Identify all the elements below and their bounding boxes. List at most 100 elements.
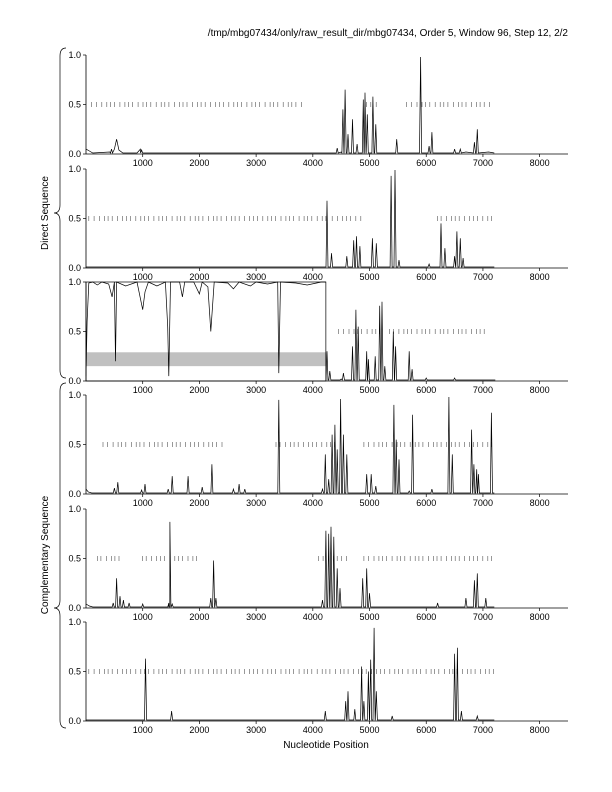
marker-ticks — [97, 556, 120, 561]
x-tick-label: 1000 — [133, 158, 153, 168]
series-line — [85, 56, 495, 155]
x-tick-label: 8000 — [530, 498, 550, 508]
x-tick-label: 3000 — [246, 498, 266, 508]
run-info-header: /tmp/mbg07434/only/raw_result_dir/mbg074… — [208, 28, 569, 39]
x-tick-label: 6000 — [416, 498, 436, 508]
x-tick-label: 7000 — [473, 725, 493, 735]
panel-6: 0.0 0.5 1.0 1000 2000 3000 4000 5000 6000 7000 800… — [68, 617, 568, 735]
x-tick-label: 1000 — [133, 612, 153, 622]
direct-group-brace — [53, 47, 67, 379]
x-tick-label: 2000 — [189, 612, 209, 622]
marker-ticks — [88, 216, 327, 221]
y-tick-label: 1.0 — [68, 390, 81, 400]
panels-group: 0.0 0.5 1.0 1000 2000 3000 4000 5000 6000 7000 800… — [68, 50, 568, 735]
frame-region — [85, 281, 327, 382]
y-tick-label: 0.0 — [68, 149, 81, 159]
marker-ticks — [142, 556, 197, 561]
x-tick-label: 8000 — [530, 612, 550, 622]
marker-ticks — [437, 216, 492, 221]
y-tick-label: 1.0 — [68, 277, 81, 287]
series-line-top — [85, 281, 326, 377]
x-tick-label: 3000 — [246, 385, 266, 395]
x-tick-label: 6000 — [416, 272, 436, 282]
x-tick-label: 5000 — [360, 725, 380, 735]
x-tick-label: 6000 — [416, 158, 436, 168]
panel-4: 0.0 0.5 1.0 1000 2000 3000 4000 5000 6000 7000 800… — [68, 390, 568, 508]
y-tick-label: 0.5 — [68, 440, 81, 450]
series-line — [325, 301, 496, 381]
y-tick-label: 0.0 — [68, 603, 81, 613]
x-tick-label: 1000 — [133, 498, 153, 508]
x-tick-label: 7000 — [473, 498, 493, 508]
panel-5: 0.0 0.5 1.0 1000 2000 3000 4000 5000 6000 7000 800… — [68, 504, 568, 622]
x-tick-label: 4000 — [303, 385, 323, 395]
x-tick-label: 3000 — [246, 272, 266, 282]
y-tick-label: 0.0 — [68, 716, 81, 726]
marker-ticks — [91, 102, 302, 107]
x-tick-label: 6000 — [416, 385, 436, 395]
y-tick-label: 0.5 — [68, 327, 81, 337]
x-tick-label: 8000 — [530, 158, 550, 168]
x-tick-label: 2000 — [189, 498, 209, 508]
series-line — [86, 169, 495, 268]
x-tick-label: 5000 — [360, 612, 380, 622]
x-tick-label: 7000 — [473, 612, 493, 622]
y-tick-label: 1.0 — [68, 164, 81, 174]
x-tick-label: 1000 — [133, 725, 153, 735]
series-line — [85, 521, 495, 608]
panel-2: 0.0 0.5 1.0 1000 2000 3000 4000 5000 6000 7000 800… — [68, 164, 568, 282]
x-tick-label: 4000 — [303, 272, 323, 282]
y-tick-label: 1.0 — [68, 617, 81, 627]
marker-ticks — [363, 442, 492, 447]
y-tick-label: 0.0 — [68, 376, 81, 386]
x-tick-label: 8000 — [530, 725, 550, 735]
y-tick-label: 0.5 — [68, 100, 81, 110]
shaded-region — [86, 352, 326, 367]
x-tick-label: 5000 — [360, 272, 380, 282]
y-tick-label: 0.5 — [68, 554, 81, 564]
y-tick-label: 1.0 — [68, 504, 81, 514]
x-tick-label: 3000 — [246, 158, 266, 168]
x-tick-label: 1000 — [133, 272, 153, 282]
x-tick-label: 5000 — [360, 385, 380, 395]
marker-ticks — [318, 556, 347, 561]
marker-ticks — [338, 329, 381, 334]
x-tick-label: 2000 — [189, 385, 209, 395]
complementary-sequence-label: Complementary Sequence — [40, 495, 51, 614]
y-tick-label: 0.0 — [68, 263, 81, 273]
x-tick-label: 3000 — [246, 612, 266, 622]
x-tick-label: 8000 — [530, 385, 550, 395]
marker-ticks — [366, 102, 377, 107]
x-tick-label: 8000 — [530, 272, 550, 282]
x-axis-label: Nucleotide Position — [283, 740, 369, 751]
marker-ticks — [102, 442, 223, 447]
y-tick-label: 0.5 — [68, 214, 81, 224]
x-tick-label: 3000 — [246, 725, 266, 735]
marker-ticks — [389, 329, 485, 334]
x-tick-label: 4000 — [303, 158, 323, 168]
series-line — [85, 396, 495, 494]
marker-ticks — [363, 556, 492, 561]
marker-ticks — [326, 216, 362, 221]
x-tick-label: 4000 — [303, 612, 323, 622]
x-tick-label: 6000 — [416, 725, 436, 735]
x-tick-label: 7000 — [473, 158, 493, 168]
x-tick-label: 1000 — [133, 385, 153, 395]
complementary-group-brace — [53, 382, 67, 729]
x-tick-label: 2000 — [189, 725, 209, 735]
x-tick-label: 6000 — [416, 612, 436, 622]
direct-sequence-label: Direct Sequence — [40, 176, 51, 250]
x-tick-label: 4000 — [303, 498, 323, 508]
marker-ticks — [406, 102, 490, 107]
y-tick-label: 0.5 — [68, 667, 81, 677]
x-tick-label: 5000 — [360, 158, 380, 168]
y-tick-label: 0.0 — [68, 489, 81, 499]
y-tick-label: 1.0 — [68, 50, 81, 60]
series-line — [86, 627, 495, 721]
x-tick-label: 7000 — [473, 385, 493, 395]
marker-ticks — [275, 442, 335, 447]
x-tick-label: 2000 — [189, 272, 209, 282]
panel-1: 0.0 0.5 1.0 1000 2000 3000 4000 5000 6000 7000 800… — [68, 50, 568, 168]
x-tick-label: 2000 — [189, 158, 209, 168]
